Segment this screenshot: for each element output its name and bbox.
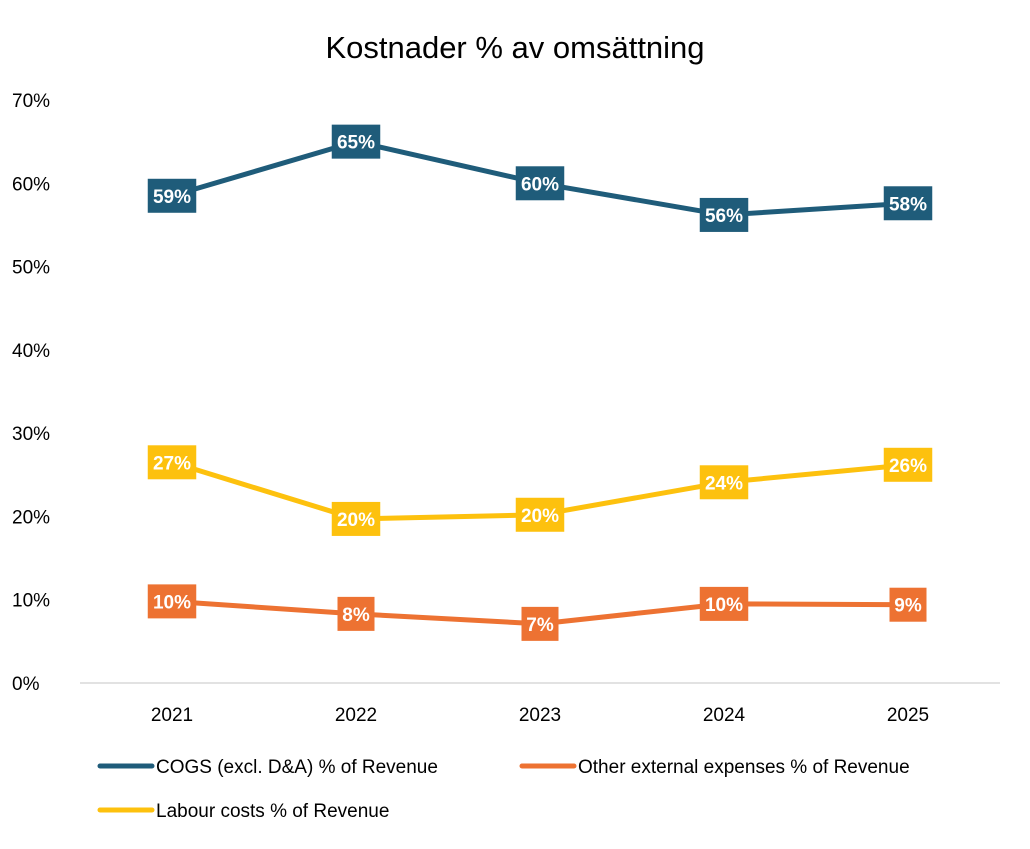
data-label-text: 58%: [889, 194, 927, 215]
data-label-text: 8%: [342, 605, 370, 626]
data-label-box: [883, 447, 933, 482]
data-label: 56%: [699, 197, 749, 232]
data-label: 60%: [515, 166, 565, 201]
x-tick-label: 2021: [151, 705, 193, 726]
data-label-text: 26%: [889, 456, 927, 477]
data-label: 8%: [337, 596, 375, 631]
data-label: 20%: [331, 501, 381, 536]
data-label: 65%: [331, 124, 381, 159]
data-label: 9%: [889, 587, 927, 622]
legend-label: COGS (excl. D&A) % of Revenue: [156, 757, 438, 778]
legend-item: Labour costs % of Revenue: [97, 801, 389, 822]
data-label-box: [515, 497, 565, 532]
data-label: 26%: [883, 447, 933, 482]
legend-label: Labour costs % of Revenue: [156, 801, 389, 822]
chart-title: Kostnader % av omsättning: [325, 30, 704, 65]
y-tick-label: 70%: [12, 91, 50, 112]
data-label-box: [699, 465, 749, 500]
data-label-box: [147, 178, 197, 213]
data-label-text: 20%: [337, 510, 375, 531]
legend: COGS (excl. D&A) % of Revenue Other exter…: [97, 757, 910, 822]
data-label-box: [883, 186, 933, 221]
data-label-text: 10%: [705, 595, 743, 616]
data-label-box: [699, 197, 749, 232]
data-label-text: 65%: [337, 133, 375, 154]
x-tick-label: 2022: [335, 705, 377, 726]
y-tick-label: 50%: [12, 258, 50, 279]
data-label-text: 20%: [521, 506, 559, 527]
data-label-text: 7%: [526, 615, 554, 636]
y-tick-label: 10%: [12, 591, 50, 612]
x-tick-label: 2023: [519, 705, 561, 726]
data-labels: 59% 65% 60% 56% 58% 10% 8% 7% 10% 9% 27% 20% 20% 24% 2…: [147, 124, 933, 641]
series-lines: [169, 139, 911, 627]
data-label: 58%: [883, 186, 933, 221]
data-label-text: 56%: [705, 206, 743, 227]
legend-label: Other external expenses % of Revenue: [578, 757, 910, 778]
y-tick-label: 60%: [12, 174, 50, 195]
y-tick-label: 30%: [12, 424, 50, 445]
data-label: 7%: [521, 606, 559, 641]
data-label-box: [521, 606, 559, 641]
data-label-text: 59%: [153, 187, 191, 208]
data-label-box: [147, 584, 197, 619]
data-label: 10%: [699, 586, 749, 621]
data-label: 24%: [699, 465, 749, 500]
data-label-text: 27%: [153, 453, 191, 474]
data-label: 20%: [515, 497, 565, 532]
legend-item: COGS (excl. D&A) % of Revenue: [97, 757, 438, 778]
data-label: 10%: [147, 584, 197, 619]
data-label-text: 24%: [705, 473, 743, 494]
data-label-box: [337, 596, 375, 631]
data-label-box: [889, 587, 927, 622]
data-label: 59%: [147, 178, 197, 213]
data-label-box: [515, 166, 565, 201]
y-tick-label: 40%: [12, 341, 50, 362]
data-label-box: [331, 501, 381, 536]
x-axis: 2021 2022 2023 2024 2025: [151, 705, 929, 726]
x-tick-label: 2024: [703, 705, 746, 726]
data-label-text: 9%: [894, 596, 922, 617]
legend-item: Other external expenses % of Revenue: [519, 757, 910, 778]
y-tick-label: 20%: [12, 507, 50, 528]
y-axis: 0% 10% 20% 30% 40% 50% 60% 70%: [12, 91, 50, 695]
y-tick-label: 0%: [12, 674, 40, 695]
x-tick-label: 2025: [887, 705, 929, 726]
data-label-box: [331, 124, 381, 159]
data-label-box: [147, 445, 197, 480]
data-label-text: 60%: [521, 174, 559, 195]
data-label-text: 10%: [153, 592, 191, 613]
data-label-box: [699, 586, 749, 621]
data-label: 27%: [147, 445, 197, 480]
